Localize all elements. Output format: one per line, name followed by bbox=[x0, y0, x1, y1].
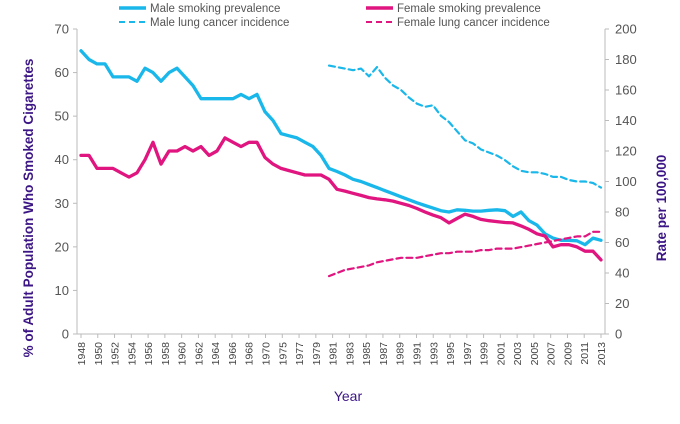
left-tick-label: 50 bbox=[55, 109, 69, 124]
left-tick-label: 70 bbox=[55, 22, 69, 37]
x-tick-label: 1981 bbox=[328, 342, 340, 366]
legend-label-female-incidence: Female lung cancer incidence bbox=[397, 17, 550, 29]
x-tick-label: 1964 bbox=[210, 342, 222, 366]
legend-label-male-incidence: Male lung cancer incidence bbox=[150, 17, 289, 29]
x-tick-label: 1952 bbox=[110, 342, 122, 366]
x-tick-label: 1991 bbox=[411, 342, 423, 366]
x-tick-label: 1985 bbox=[361, 342, 373, 366]
x-tick-label: 1948 bbox=[76, 342, 88, 366]
left-tick-label: 30 bbox=[55, 196, 69, 211]
x-tick-label: 1993 bbox=[428, 342, 440, 366]
x-tick-label: 1970 bbox=[261, 342, 273, 366]
right-tick-label: 140 bbox=[615, 113, 637, 128]
right-tick-label: 160 bbox=[615, 83, 637, 98]
x-tick-label: 2011 bbox=[579, 342, 591, 365]
right-tick-label: 0 bbox=[615, 327, 622, 342]
x-tick-label: 1989 bbox=[395, 342, 407, 366]
right-tick-label: 120 bbox=[615, 144, 637, 159]
left-tick-label: 40 bbox=[55, 152, 69, 167]
x-tick-label: 1999 bbox=[479, 342, 491, 366]
x-tick-label: 1975 bbox=[277, 342, 289, 366]
right-tick-label: 180 bbox=[615, 52, 637, 67]
x-tick-label: 2005 bbox=[529, 342, 541, 366]
x-axis-title: Year bbox=[334, 388, 363, 404]
x-ticks: 1948 1950 1952 1954 1956 1958 1960 1962 1964 1966… bbox=[76, 334, 608, 365]
right-tick-label: 40 bbox=[615, 266, 629, 281]
legend-label-male-prevalence: Male smoking prevalence bbox=[150, 3, 280, 15]
x-tick-label: 1966 bbox=[227, 342, 239, 366]
x-tick-label: 2009 bbox=[562, 342, 574, 366]
legend: Male smoking prevalence Male lung cancer… bbox=[119, 3, 550, 29]
x-tick-label: 1958 bbox=[160, 342, 172, 366]
x-tick-label: 2003 bbox=[512, 342, 524, 366]
left-tick-label: 20 bbox=[55, 239, 69, 254]
left-y-ticks: 0 10 20 30 40 50 60 70 bbox=[55, 22, 77, 342]
x-tick-label: 1979 bbox=[311, 342, 323, 366]
right-axis-title: Rate per 100,000 bbox=[654, 155, 669, 262]
x-tick-label: 1977 bbox=[294, 342, 306, 366]
x-tick-label: 2013 bbox=[596, 342, 608, 366]
series-layer bbox=[79, 49, 603, 278]
left-tick-label: 10 bbox=[55, 283, 69, 298]
left-tick-label: 60 bbox=[55, 65, 69, 80]
right-tick-label: 200 bbox=[615, 22, 637, 37]
x-tick-label: 1997 bbox=[462, 342, 474, 366]
series-line-male-smoking-prevalence bbox=[79, 49, 603, 247]
x-tick-label: 1950 bbox=[93, 342, 105, 366]
x-tick-label: 1956 bbox=[143, 342, 155, 366]
left-axis-title: % of Adult Population Who Smoked Cigaret… bbox=[21, 59, 36, 358]
x-tick-label: 2007 bbox=[546, 342, 558, 366]
right-tick-label: 80 bbox=[615, 205, 629, 220]
x-tick-label: 1987 bbox=[378, 342, 390, 366]
x-tick-label: 1954 bbox=[126, 342, 138, 366]
series-line-male-lung-cancer-incidence bbox=[327, 64, 603, 189]
x-tick-label: 1983 bbox=[344, 342, 356, 366]
right-tick-label: 60 bbox=[615, 235, 629, 250]
left-tick-label: 0 bbox=[62, 327, 69, 342]
legend-label-female-prevalence: Female smoking prevalence bbox=[397, 3, 541, 15]
x-tick-label: 2001 bbox=[495, 342, 507, 366]
right-tick-label: 100 bbox=[615, 174, 637, 189]
x-tick-label: 1968 bbox=[244, 342, 256, 366]
x-tick-label: 1962 bbox=[193, 342, 205, 366]
series-line-female-smoking-prevalence bbox=[79, 136, 603, 262]
right-tick-label: 20 bbox=[615, 296, 629, 311]
x-tick-label: 1960 bbox=[177, 342, 189, 366]
x-tick-label: 1995 bbox=[445, 342, 457, 366]
right-y-ticks: 0 20 40 60 80 100 120 140 160 180 200 bbox=[605, 22, 637, 342]
series-line-female-lung-cancer-incidence bbox=[327, 230, 603, 278]
